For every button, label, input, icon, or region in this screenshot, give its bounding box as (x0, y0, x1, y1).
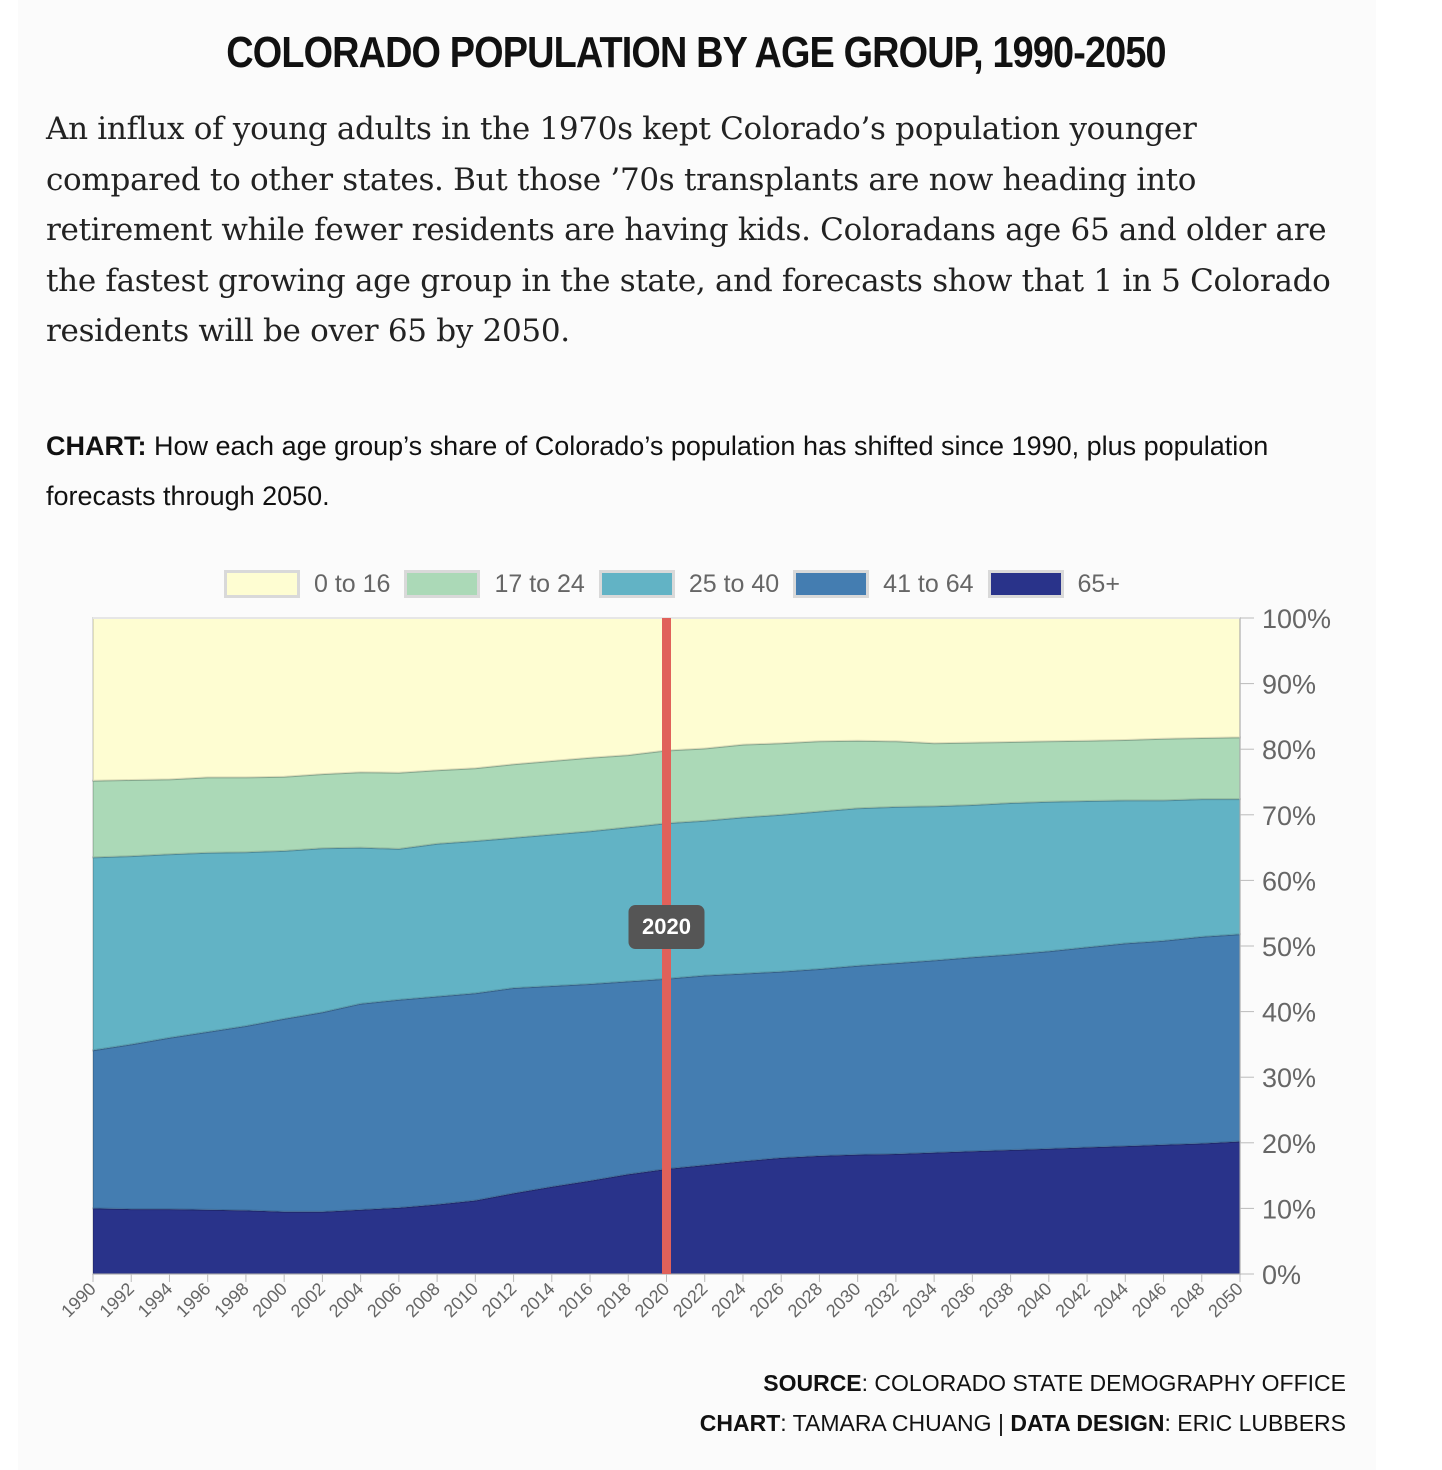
legend-label: 0 to 16 (314, 569, 391, 598)
chart-description: CHART: How each age group’s share of Col… (46, 421, 1346, 521)
x-tick-label: 2044 (1090, 1279, 1132, 1321)
year-marker-label: 2020 (642, 914, 691, 939)
y-tick-label: 40% (1262, 998, 1316, 1028)
x-tick-label: 2042 (1051, 1279, 1093, 1321)
legend-label: 25 to 40 (688, 569, 780, 598)
x-tick-label: 2024 (707, 1279, 749, 1321)
x-tick-label: 2016 (554, 1279, 596, 1321)
legend-swatch (987, 570, 1064, 598)
intro-paragraph: An influx of young adults in the 1970s k… (46, 111, 1331, 349)
x-tick-label: 2048 (1166, 1279, 1208, 1321)
chart-credit-value: : TAMARA CHUANG | (780, 1410, 1011, 1436)
x-tick-label: 1998 (210, 1279, 252, 1321)
design-credit-label: DATA DESIGN (1010, 1410, 1165, 1436)
x-tick-label: 2032 (860, 1279, 902, 1321)
legend-item-0-to-16[interactable]: 0 to 16 (224, 570, 390, 599)
legend-item-25-to-40[interactable]: 25 to 40 (598, 569, 780, 599)
page-title: COLORADO POPULATION BY AGE GROUP, 1990-2… (226, 28, 1166, 77)
x-tick-label: 2050 (1204, 1279, 1246, 1321)
source-label: SOURCE (763, 1370, 862, 1396)
year-marker-tooltip (628, 905, 705, 949)
y-tick-label: 30% (1262, 1063, 1316, 1093)
legend-swatch (404, 570, 481, 598)
x-tick-label: 2000 (249, 1279, 291, 1321)
legend-item-41-to-64[interactable]: 41 to 64 (793, 569, 974, 599)
x-tick-label: 2004 (325, 1279, 367, 1321)
design-credit-value: : ERIC LUBBERS (1164, 1410, 1347, 1436)
x-tick-label: 2034 (899, 1279, 941, 1321)
y-tick-label: 70% (1262, 801, 1316, 831)
x-tick-label: 1992 (96, 1279, 138, 1321)
source-credit: SOURCE: COLORADO STATE DEMOGRAPHY OFFICE (763, 1370, 1346, 1397)
legend-swatch (793, 570, 870, 598)
x-tick-label: 2020 (631, 1279, 673, 1321)
x-tick-label: 2030 (822, 1279, 864, 1321)
legend-swatch (224, 570, 300, 598)
x-tick-label: 2012 (478, 1279, 520, 1321)
chart-description-label: CHART: (46, 431, 147, 461)
legend-item-17-to-24[interactable]: 17 to 24 (404, 569, 585, 599)
x-tick-label: 2040 (1013, 1279, 1055, 1321)
y-tick-label: 90% (1262, 670, 1316, 700)
stacked-area-chart: 0%10%20%30%40%50%60%70%80%90%100%1990199… (57, 604, 1331, 1321)
legend-label: 65+ (1077, 569, 1120, 598)
x-tick-label: 1996 (172, 1279, 214, 1321)
legend-label: 17 to 24 (494, 569, 585, 598)
chart-legend: 0 to 16 17 to 24 25 to 40 41 to 64 65+ (224, 567, 1134, 601)
x-tick-label: 2014 (516, 1279, 558, 1321)
legend-item-65-plus[interactable]: 65+ (987, 569, 1120, 599)
chart-description-text: How each age group’s share of Colorado’s… (46, 431, 1269, 511)
legend-swatch (598, 570, 675, 598)
x-tick-label: 2008 (401, 1279, 443, 1321)
x-tick-label: 2036 (937, 1279, 979, 1321)
y-tick-label: 20% (1262, 1129, 1316, 1159)
x-tick-label: 2022 (669, 1279, 711, 1321)
x-tick-label: 2028 (784, 1279, 826, 1321)
x-tick-label: 2046 (1128, 1279, 1170, 1321)
x-tick-label: 2002 (287, 1279, 329, 1321)
chart-credit-label: CHART (699, 1410, 781, 1436)
x-tick-label: 2026 (746, 1279, 788, 1321)
y-tick-label: 0% (1262, 1260, 1301, 1290)
x-tick-label: 2006 (363, 1279, 405, 1321)
x-tick-label: 2018 (593, 1279, 635, 1321)
source-value: : COLORADO STATE DEMOGRAPHY OFFICE (861, 1370, 1346, 1396)
x-tick-label: 2010 (440, 1279, 482, 1321)
y-tick-label: 50% (1262, 932, 1316, 962)
x-tick-label: 2038 (975, 1279, 1017, 1321)
y-tick-label: 80% (1262, 735, 1316, 765)
y-tick-label: 100% (1262, 604, 1331, 634)
y-tick-label: 60% (1262, 866, 1316, 896)
y-tick-label: 10% (1262, 1194, 1316, 1224)
author-credit: CHART: TAMARA CHUANG | DATA DESIGN: ERIC… (700, 1410, 1346, 1437)
legend-label: 41 to 64 (883, 569, 974, 598)
x-tick-label: 1994 (134, 1279, 176, 1321)
x-tick-label: 1990 (57, 1279, 99, 1321)
